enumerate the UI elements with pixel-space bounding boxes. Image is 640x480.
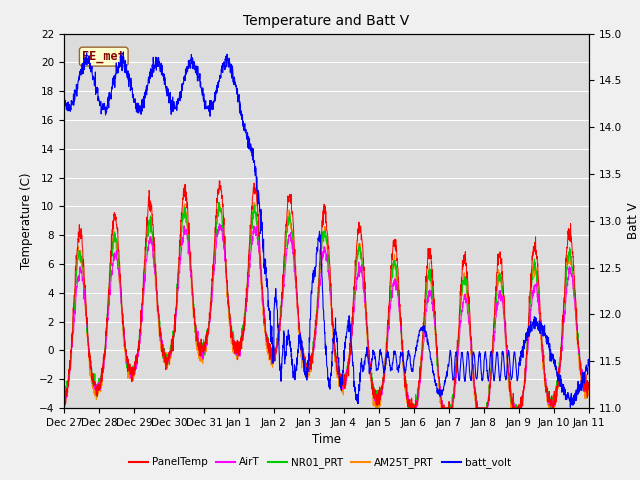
NR01_PRT — [585, 382, 593, 387]
Title: Temperature and Batt V: Temperature and Batt V — [243, 14, 410, 28]
AM25T_PRT — [342, 377, 349, 383]
AM25T_PRT — [207, 300, 214, 305]
batt_volt — [207, 104, 214, 110]
AirT — [585, 382, 593, 387]
PanelTemp — [479, 405, 487, 411]
PanelTemp — [406, 405, 414, 411]
AM25T_PRT — [585, 391, 593, 396]
AM25T_PRT — [353, 251, 361, 256]
Line: batt_volt: batt_volt — [64, 52, 589, 407]
NR01_PRT — [353, 258, 361, 264]
AirT — [207, 313, 214, 319]
AM25T_PRT — [554, 388, 561, 394]
AM25T_PRT — [372, 405, 380, 411]
NR01_PRT — [539, 351, 547, 357]
NR01_PRT — [479, 405, 487, 411]
X-axis label: Time: Time — [312, 433, 341, 446]
batt_volt — [479, 377, 486, 383]
Y-axis label: Temperature (C): Temperature (C) — [20, 172, 33, 269]
batt_volt — [585, 360, 593, 365]
PanelTemp — [342, 379, 349, 384]
Line: AirT: AirT — [64, 224, 589, 408]
AirT — [539, 358, 547, 364]
batt_volt — [120, 49, 127, 55]
PanelTemp — [207, 315, 214, 321]
AirT — [342, 376, 349, 382]
NR01_PRT — [406, 405, 414, 411]
PanelTemp — [554, 382, 561, 388]
batt_volt — [554, 373, 561, 379]
Text: EE_met: EE_met — [83, 50, 125, 63]
NR01_PRT — [216, 200, 223, 205]
AirT — [406, 405, 413, 411]
batt_volt — [353, 398, 361, 404]
Legend: PanelTemp, AirT, NR01_PRT, AM25T_PRT, batt_volt: PanelTemp, AirT, NR01_PRT, AM25T_PRT, ba… — [125, 453, 515, 472]
NR01_PRT — [342, 372, 349, 377]
batt_volt — [342, 337, 349, 343]
PanelTemp — [585, 387, 593, 393]
PanelTemp — [216, 178, 223, 184]
AirT — [353, 275, 361, 280]
AirT — [479, 405, 487, 411]
NR01_PRT — [60, 398, 68, 404]
Line: AM25T_PRT: AM25T_PRT — [64, 203, 589, 408]
AM25T_PRT — [60, 400, 68, 406]
AM25T_PRT — [479, 405, 487, 411]
Line: PanelTemp: PanelTemp — [64, 181, 589, 408]
NR01_PRT — [554, 381, 561, 386]
AirT — [60, 397, 68, 403]
PanelTemp — [353, 240, 361, 246]
batt_volt — [566, 404, 574, 410]
AM25T_PRT — [539, 358, 547, 364]
batt_volt — [539, 329, 547, 335]
Y-axis label: Batt V: Batt V — [627, 203, 640, 239]
Line: NR01_PRT: NR01_PRT — [64, 203, 589, 408]
NR01_PRT — [207, 304, 214, 310]
PanelTemp — [539, 343, 547, 349]
AirT — [554, 386, 561, 392]
batt_volt — [60, 98, 68, 104]
AirT — [216, 221, 223, 227]
AM25T_PRT — [251, 200, 259, 205]
PanelTemp — [60, 390, 68, 396]
